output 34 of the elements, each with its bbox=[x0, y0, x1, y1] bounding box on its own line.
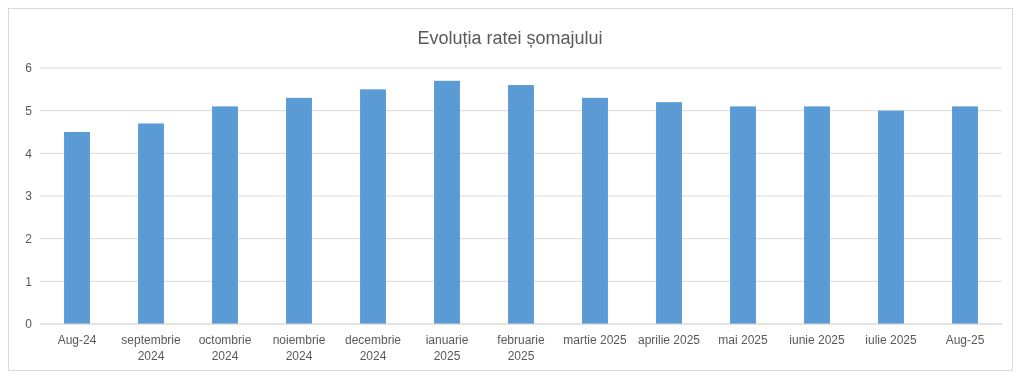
bar bbox=[138, 123, 164, 324]
x-tick-label: decembrie 2024 bbox=[344, 333, 402, 363]
bar bbox=[582, 97, 608, 324]
y-tick-label: 6 bbox=[25, 61, 33, 76]
x-tick-label: martie 2025 bbox=[563, 333, 628, 347]
bar bbox=[508, 85, 534, 324]
bar bbox=[804, 106, 830, 324]
y-tick-label: 4 bbox=[25, 146, 33, 161]
x-tick-label: mai 2025 bbox=[718, 333, 768, 347]
chart-title: Evoluția ratei șomajului bbox=[417, 28, 603, 48]
bar bbox=[64, 132, 90, 324]
bar bbox=[434, 80, 460, 324]
bar bbox=[730, 106, 756, 324]
bar bbox=[878, 110, 904, 324]
y-tick-label: 0 bbox=[25, 317, 33, 332]
x-tick-label: aprilie 2025 bbox=[637, 333, 701, 347]
x-tick-label: iunie 2025 bbox=[789, 333, 846, 347]
y-tick-label: 5 bbox=[25, 103, 33, 118]
y-tick-label: 3 bbox=[25, 189, 33, 204]
x-tick-label: octombrie 2024 bbox=[198, 333, 252, 363]
x-tick-label: noiembrie 2024 bbox=[272, 333, 326, 363]
x-tick-label: iulie 2025 bbox=[865, 333, 918, 347]
bar bbox=[656, 102, 682, 324]
x-tick-label: Aug-25 bbox=[945, 333, 985, 347]
x-tick-label: februarie 2025 bbox=[497, 333, 545, 363]
bar bbox=[952, 106, 978, 324]
y-tick-label: 2 bbox=[25, 231, 33, 246]
x-tick-label: ianuarie 2025 bbox=[425, 333, 469, 363]
bar bbox=[286, 97, 312, 324]
bar bbox=[360, 89, 386, 324]
x-tick-label: septembrie 2024 bbox=[121, 333, 181, 363]
x-tick-label: Aug-24 bbox=[57, 333, 97, 347]
bar bbox=[212, 106, 238, 324]
y-tick-label: 1 bbox=[25, 274, 33, 289]
